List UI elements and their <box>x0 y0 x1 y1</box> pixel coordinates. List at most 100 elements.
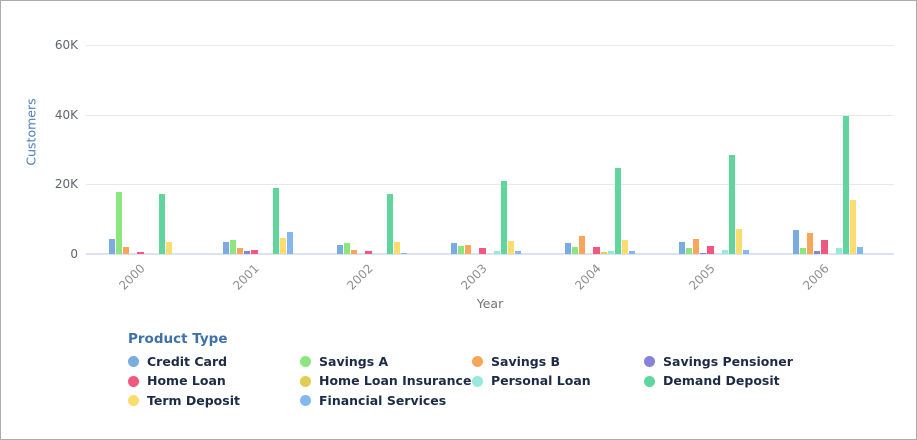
bar-savings-b-2002[interactable] <box>351 249 358 254</box>
bar-home-loan-2002[interactable] <box>365 251 372 254</box>
bar-financial-services-2001[interactable] <box>287 232 294 254</box>
bar-demand-deposit-2006[interactable] <box>842 115 850 254</box>
bar-credit-card-2001[interactable] <box>222 242 229 254</box>
legend-dot-icon <box>300 356 311 368</box>
bar-savings-a-2002[interactable] <box>343 243 351 254</box>
bar-demand-deposit-2003[interactable] <box>500 180 508 254</box>
legend: Credit Card Savings A Savings B Savings Pen… <box>128 352 816 410</box>
legend-dot-icon <box>300 375 311 387</box>
legend-item-demand-deposit[interactable]: Demand Deposit <box>644 371 816 390</box>
x-axis-line <box>86 253 894 255</box>
legend-dot-icon <box>644 356 655 368</box>
legend-item-home-loan-insurance[interactable]: Home Loan Insurance <box>300 371 472 390</box>
bar-savings-a-2004[interactable] <box>571 247 579 254</box>
bar-savings-a-2006[interactable] <box>799 247 807 254</box>
x-axis-tick-label: 2000 <box>116 261 149 293</box>
legend-dot-icon <box>472 375 483 387</box>
legend-item-label: Savings B <box>491 354 561 369</box>
bar-financial-services-2003[interactable] <box>515 250 522 254</box>
x-axis-tick-label: 2003 <box>458 261 491 293</box>
bar-credit-card-2004[interactable] <box>564 242 571 254</box>
bar-credit-card-2006[interactable] <box>792 230 799 254</box>
legend-item-home-loan[interactable]: Home Loan <box>128 371 300 390</box>
legend-item-financial-services[interactable]: Financial Services <box>300 391 472 410</box>
bar-credit-card-2002[interactable] <box>336 244 343 254</box>
plot-area <box>86 45 894 255</box>
bar-savings-pensioner-2001[interactable] <box>244 250 251 254</box>
bar-home-loan-2006[interactable] <box>821 240 828 254</box>
legend-item-savings-b[interactable]: Savings B <box>472 352 644 371</box>
bar-demand-deposit-2001[interactable] <box>272 188 280 254</box>
bar-savings-b-2001[interactable] <box>237 248 244 254</box>
bar-savings-b-2006[interactable] <box>807 233 814 254</box>
legend-item-savings-pensioner[interactable]: Savings Pensioner <box>644 352 816 371</box>
bar-savings-a-2005[interactable] <box>685 248 693 254</box>
bar-personal-loan-2006[interactable] <box>835 248 842 254</box>
bar-financial-services-2004[interactable] <box>629 250 636 254</box>
x-axis-tick-label: 2004 <box>572 261 605 293</box>
bar-financial-services-2002[interactable] <box>401 252 408 254</box>
bar-term-deposit-2000[interactable] <box>165 241 173 254</box>
bar-personal-loan-2003[interactable] <box>493 251 500 254</box>
bar-term-deposit-2002[interactable] <box>393 241 401 254</box>
bar-savings-b-2003[interactable] <box>465 244 472 254</box>
bar-term-deposit-2006[interactable] <box>849 200 857 254</box>
legend-dot-icon <box>472 356 483 368</box>
bar-demand-deposit-2002[interactable] <box>386 193 394 254</box>
gridline-20K <box>86 184 894 186</box>
y-axis-tick-label: 20K <box>54 177 78 192</box>
bar-home-loan-2003[interactable] <box>479 248 486 254</box>
legend-item-personal-loan[interactable]: Personal Loan <box>472 371 644 390</box>
bar-home-loan-2000[interactable] <box>137 252 144 254</box>
legend-item-label: Home Loan <box>147 373 226 389</box>
bar-savings-b-2005[interactable] <box>693 239 700 254</box>
legend-dot-icon <box>128 375 139 387</box>
bar-savings-a-2000[interactable] <box>115 192 123 254</box>
bar-financial-services-2005[interactable] <box>743 250 750 254</box>
legend-dot-icon <box>644 375 655 387</box>
legend-item-credit-card[interactable]: Credit Card <box>128 352 300 371</box>
legend-item-label: Term Deposit <box>147 392 240 408</box>
bar-savings-b-2000[interactable] <box>123 247 130 254</box>
legend-item-term-deposit[interactable]: Term Deposit <box>128 391 300 410</box>
legend-dot-icon <box>128 394 139 406</box>
y-axis-title: Customers <box>23 98 39 166</box>
bar-term-deposit-2003[interactable] <box>507 241 515 254</box>
bar-term-deposit-2001[interactable] <box>279 238 287 254</box>
bar-personal-loan-2005[interactable] <box>721 249 728 254</box>
bar-savings-pensioner-2005[interactable] <box>700 252 707 254</box>
legend-item-label: Financial Services <box>319 392 447 408</box>
x-axis-tick-label: 2005 <box>686 261 719 293</box>
bar-term-deposit-2004[interactable] <box>621 240 629 254</box>
bar-home-loan-2005[interactable] <box>707 246 714 254</box>
bar-home-loan-2004[interactable] <box>593 247 600 254</box>
y-axis-tick-label: 40K <box>54 107 78 122</box>
legend-item-label: Credit Card <box>147 354 228 369</box>
x-axis-title: Year <box>476 296 504 311</box>
legend-item-label: Savings A <box>319 354 389 369</box>
bar-credit-card-2005[interactable] <box>678 241 685 254</box>
y-axis-tick-label: 60K <box>54 38 78 52</box>
bar-term-deposit-2005[interactable] <box>735 229 743 254</box>
legend-title: Product Type <box>128 331 228 347</box>
legend-item-savings-a[interactable]: Savings A <box>300 352 472 371</box>
bar-demand-deposit-2004[interactable] <box>614 168 622 254</box>
legend-item-label: Savings Pensioner <box>663 354 793 369</box>
bar-demand-deposit-2005[interactable] <box>728 154 736 254</box>
bar-credit-card-2000[interactable] <box>108 239 115 254</box>
legend-dot-icon <box>128 356 139 368</box>
bar-savings-a-2001[interactable] <box>229 240 237 254</box>
bar-home-loan-2001[interactable] <box>251 249 258 254</box>
bar-financial-services-2006[interactable] <box>857 247 864 254</box>
bar-home-loan-insurance-2004[interactable] <box>600 251 607 254</box>
bar-savings-pensioner-2006[interactable] <box>814 250 821 254</box>
bar-credit-card-2003[interactable] <box>450 243 457 254</box>
bar-personal-loan-2004[interactable] <box>607 250 614 254</box>
x-axis-tick-label: 2006 <box>800 261 833 293</box>
bar-savings-a-2003[interactable] <box>457 246 465 254</box>
gridline-40K <box>86 114 894 116</box>
bar-savings-b-2004[interactable] <box>579 236 586 254</box>
legend-item-label: Demand Deposit <box>663 373 780 389</box>
bar-demand-deposit-2000[interactable] <box>158 193 166 254</box>
